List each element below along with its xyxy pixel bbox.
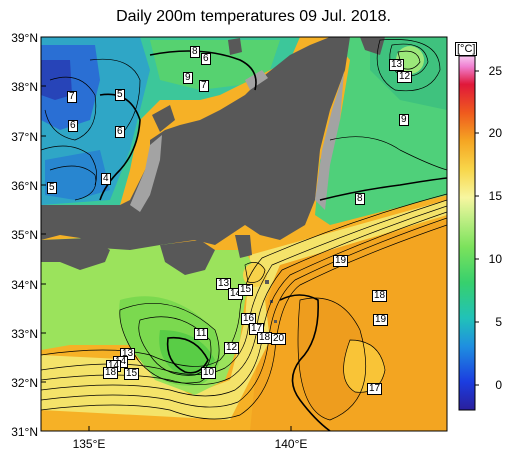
contour-label: 5 [47,182,57,194]
contour-label: 17 [367,383,383,395]
colorbar-tick: 20 [488,126,502,140]
lat-label: 35°N [11,228,38,242]
colorbar-tick: 15 [488,189,502,203]
lat-label: 37°N [11,130,38,144]
contour-label: 10 [201,367,217,379]
contour-label: 6 [115,126,125,138]
contour-label: 6 [68,120,78,132]
lat-label: 31°N [11,425,38,439]
contour-label: 12 [397,71,413,83]
lat-label: 32°N [11,376,38,390]
lat-label: 38°N [11,80,38,94]
contour-label: 15 [124,368,140,380]
lat-label: 34°N [11,278,38,292]
lon-label: 140°E [274,437,308,451]
colorbar [458,55,476,411]
colorbar-unit: [°C] [455,42,478,56]
contour-label: 13 [216,278,232,290]
colorbar-tick: 0 [495,378,502,392]
contour-label: 16 [241,313,257,325]
contour-label: 9 [183,72,193,84]
contour-label: 12 [224,342,240,354]
contour-label: 13 [389,59,405,71]
lat-label: 33°N [11,327,38,341]
contour-label: 8 [190,46,200,58]
colorbar-tick: 5 [495,315,502,329]
map-field [41,37,447,431]
contour-label: 18 [103,367,119,379]
contour-label: 11 [194,328,209,340]
colorbar-tick: 25 [488,64,502,78]
contour-label: 5 [115,89,125,101]
contour-label: 15 [238,284,254,296]
contour-label: 9 [399,114,409,126]
contour-label: 4 [101,173,111,185]
contour-label: 6 [201,53,211,65]
contour-label: 19 [333,255,349,267]
lon-label: 135°E [72,437,106,451]
contour-label: 8 [355,193,365,205]
contour-label: 19 [373,314,389,326]
map-title: Daily 200m temperatures 09 Jul. 2018. [116,8,391,25]
contour-label: 18 [372,290,388,302]
contour-label: 18 [257,332,273,344]
contour-label: 7 [199,80,209,92]
contour-label: 7 [67,91,77,103]
contour-label: 20 [271,333,287,345]
colorbar-tick: 10 [488,252,502,266]
lat-label: 39°N [11,31,38,45]
lat-label: 36°N [11,179,38,193]
